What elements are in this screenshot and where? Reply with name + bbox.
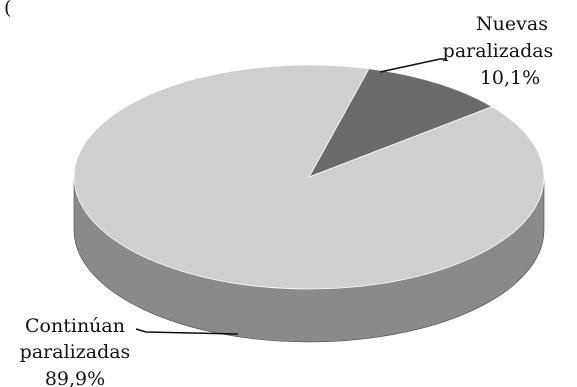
slices-group <box>73 64 545 343</box>
data-label-0-2: 10,1% <box>480 67 540 89</box>
slice-label-1-1: paralizadas <box>20 341 131 363</box>
slice-label-0-0: Nuevas <box>476 13 548 35</box>
labels-group: Nuevas paralizadas 10,1% Continúan paralizad… <box>20 13 554 387</box>
slice-label-1-0: Continúan <box>25 315 125 337</box>
data-label-1-2: 89,9% <box>45 368 105 387</box>
top-fragment-text: ( <box>4 0 11 19</box>
slice-label-0-1: paralizadas <box>443 40 554 62</box>
leader-line-1 <box>135 328 239 335</box>
pie-slice-0 <box>308 68 493 178</box>
pie-slice-1 <box>73 64 545 290</box>
leader-line-0 <box>379 58 447 73</box>
